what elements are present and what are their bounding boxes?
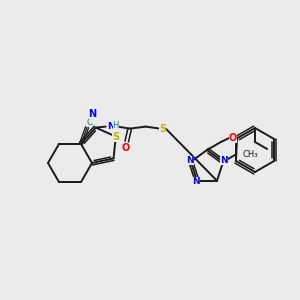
Text: S: S (112, 131, 119, 142)
Text: O: O (122, 142, 130, 153)
Text: H: H (112, 121, 119, 130)
Text: N: N (88, 109, 96, 119)
Text: N: N (107, 122, 115, 131)
Text: S: S (159, 124, 166, 134)
Text: N: N (220, 156, 228, 165)
Text: O: O (229, 133, 237, 142)
Text: N: N (192, 177, 200, 186)
Text: CH₃: CH₃ (242, 150, 258, 159)
Text: C: C (86, 118, 92, 127)
Text: N: N (186, 156, 194, 165)
